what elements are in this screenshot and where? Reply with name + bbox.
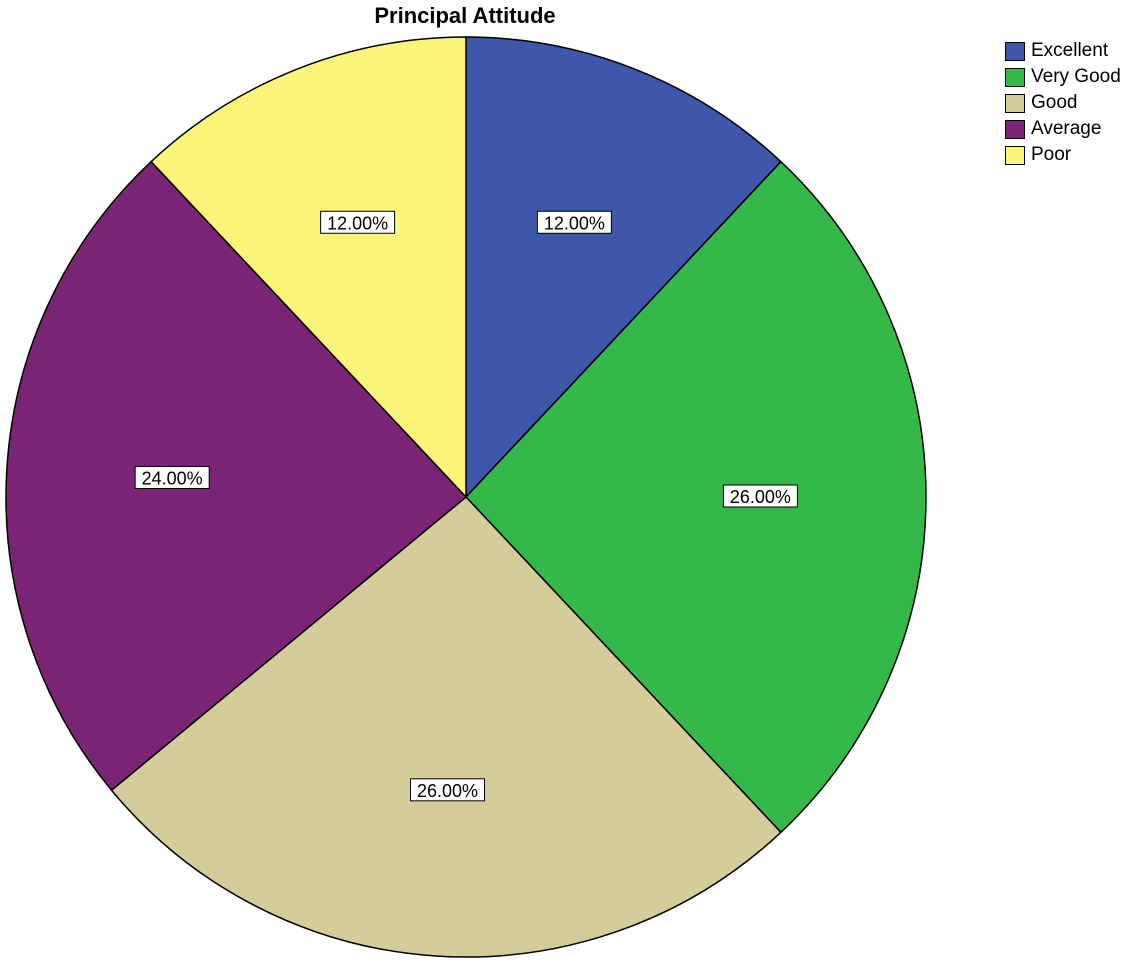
svg-text:12.00%: 12.00% [544,213,605,233]
data-label-good: 26.00% [410,778,486,802]
legend-item-average: Average [1005,116,1140,142]
pie-slice-very-good [464,160,927,834]
legend-label: Average [1031,118,1102,139]
pie-slice-good [110,495,782,958]
pie-slice-average [5,160,468,792]
data-label-excellent: 12.00% [536,210,612,234]
legend-label: Very Good [1031,66,1121,87]
legend-swatch [1005,41,1025,61]
data-label-poor: 12.00% [320,210,396,234]
legend-item-good: Good [1005,90,1140,116]
svg-text:12.00%: 12.00% [327,213,388,233]
legend-item-poor: Poor [1005,142,1140,168]
pie-data-labels: 12.00% 26.00% 26.00% 24.00% 12.00% [134,210,798,802]
pie-slice-excellent [465,36,782,499]
data-label-average: 24.00% [134,466,210,490]
legend-label: Poor [1031,144,1072,165]
svg-text:24.00%: 24.00% [142,469,203,489]
pie-slice-poor [150,36,467,499]
legend-label: Good [1031,92,1078,113]
svg-text:26.00%: 26.00% [730,487,791,507]
pie-slices [5,36,927,958]
legend-item-excellent: Excellent [1005,38,1140,64]
legend-swatch [1005,145,1025,165]
legend-item-very-good: Very Good [1005,64,1140,90]
legend-swatch [1005,67,1025,87]
legend-swatch [1005,119,1025,139]
legend-swatch [1005,93,1025,113]
legend: Excellent Very Good Good Average Poor [1005,38,1140,168]
data-label-very-good: 26.00% [722,484,798,508]
svg-text:26.00%: 26.00% [417,781,478,801]
chart-title: Principal Attitude [374,3,556,28]
legend-label: Excellent [1031,40,1109,61]
